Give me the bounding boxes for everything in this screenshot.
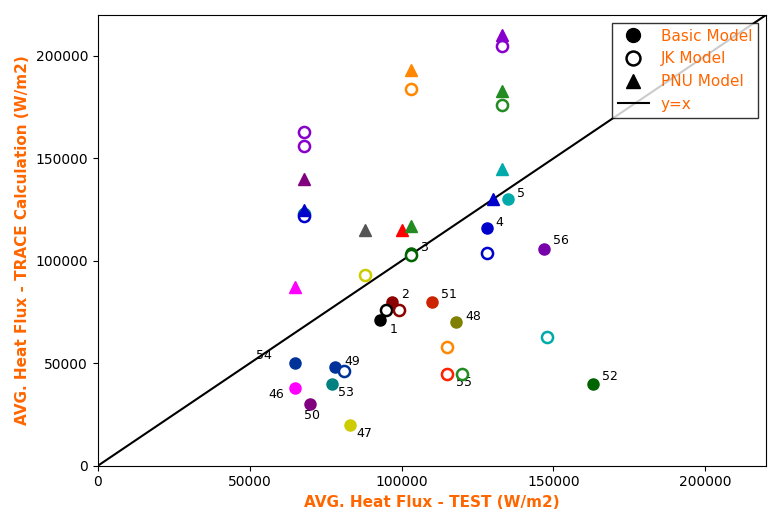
Text: 46: 46 [268,388,284,401]
Text: 53: 53 [338,386,354,399]
Y-axis label: AVG. Heat Flux - TRACE Calculation (W/m2): AVG. Heat Flux - TRACE Calculation (W/m2… [15,56,30,425]
Text: 5: 5 [517,187,525,201]
Text: 2: 2 [401,288,409,301]
Legend: Basic Model, JK Model, PNU Model, y=x: Basic Model, JK Model, PNU Model, y=x [612,23,758,118]
Text: 55: 55 [456,376,473,389]
Text: 54: 54 [256,349,272,362]
Text: 56: 56 [554,235,569,247]
Text: 3: 3 [420,240,428,254]
Text: 47: 47 [356,427,372,440]
Text: 51: 51 [441,288,457,301]
Text: 52: 52 [602,370,618,383]
Text: 4: 4 [496,216,504,229]
Text: 49: 49 [344,355,359,369]
Text: 1: 1 [390,322,398,335]
Text: 50: 50 [305,408,320,422]
X-axis label: AVG. Heat Flux - TEST (W/m2): AVG. Heat Flux - TEST (W/m2) [304,495,560,510]
Text: 48: 48 [465,310,481,323]
